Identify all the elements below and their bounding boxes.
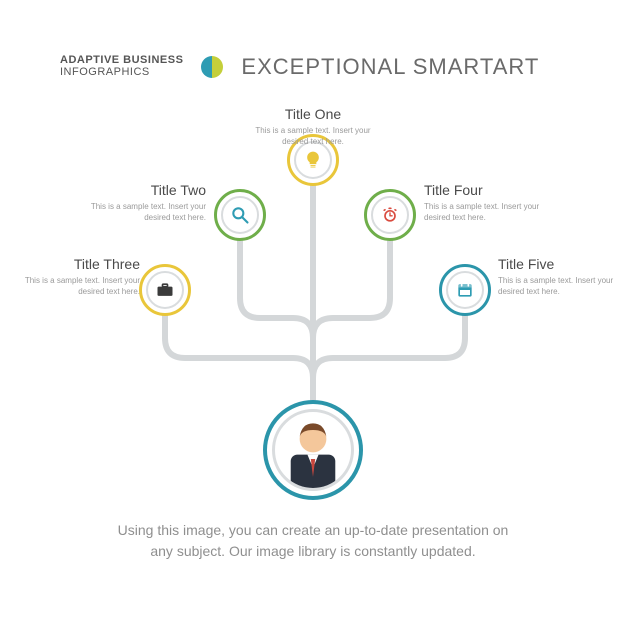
label-body-three: This is a sample text. Insert your desir… xyxy=(0,276,140,298)
label-four: Title Four This is a sample text. Insert… xyxy=(424,182,564,224)
briefcase-icon xyxy=(146,271,184,309)
calendar-icon xyxy=(446,271,484,309)
person-icon xyxy=(272,409,354,491)
label-body-one: This is a sample text. Insert your desir… xyxy=(243,126,383,148)
label-title-one: Title One xyxy=(243,106,383,122)
node-five xyxy=(439,264,491,316)
clock-icon xyxy=(371,196,409,234)
footer-line-1: Using this image, you can create an up-t… xyxy=(118,522,509,538)
footer-line-2: any subject. Our image library is consta… xyxy=(150,543,475,559)
label-one: Title One This is a sample text. Insert … xyxy=(243,106,383,148)
label-body-five: This is a sample text. Insert your desir… xyxy=(498,276,626,298)
footer-caption: Using this image, you can create an up-t… xyxy=(60,520,566,562)
root-node xyxy=(263,400,363,500)
label-two: Title Two This is a sample text. Insert … xyxy=(66,182,206,224)
label-title-five: Title Five xyxy=(498,256,626,272)
node-two xyxy=(214,189,266,241)
node-four xyxy=(364,189,416,241)
label-title-three: Title Three xyxy=(0,256,140,272)
label-five: Title Five This is a sample text. Insert… xyxy=(498,256,626,298)
label-body-four: This is a sample text. Insert your desir… xyxy=(424,202,564,224)
label-body-two: This is a sample text. Insert your desir… xyxy=(66,202,206,224)
node-three xyxy=(139,264,191,316)
label-title-four: Title Four xyxy=(424,182,564,198)
label-three: Title Three This is a sample text. Inser… xyxy=(0,256,140,298)
label-title-two: Title Two xyxy=(66,182,206,198)
magnifier-icon xyxy=(221,196,259,234)
